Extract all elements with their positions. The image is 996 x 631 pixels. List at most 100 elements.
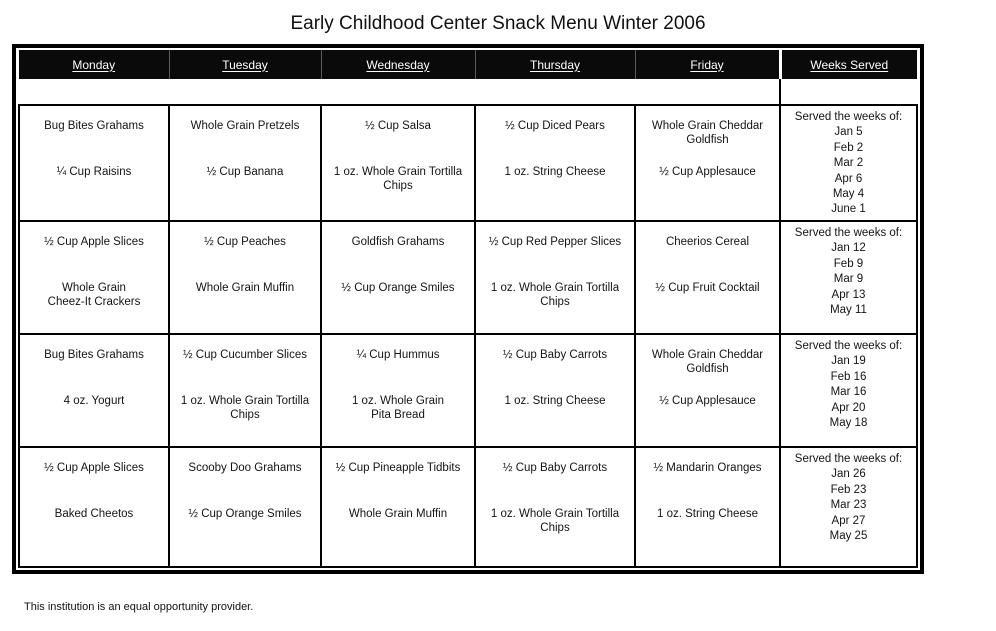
menu-cell-wednesday: ¼ Cup Hummus 1 oz. Whole Grain Pita Brea… (320, 333, 476, 448)
spacer-days (19, 79, 780, 106)
menu-cell-friday: Cheerios Cereal ½ Cup Fruit Cocktail (634, 220, 781, 335)
menu-item: ¼ Cup Raisins (56, 166, 132, 178)
week-date: Feb 9 (833, 257, 864, 270)
equal-opportunity-note: This institution is an equal opportunity… (24, 601, 254, 613)
menu-item: Whole Grain Muffin (348, 508, 448, 520)
column-header-tuesday: Tuesday (169, 50, 322, 79)
week-date: Apr 20 (831, 401, 866, 414)
menu-item: Scooby Doo Grahams (188, 462, 302, 474)
spacer-weeks (779, 79, 917, 106)
menu-item: 1 oz. Whole Grain Tortilla Chips (333, 166, 463, 192)
menu-cell-monday: Bug Bites Grahams ¼ Cup Raisins (18, 104, 170, 222)
menu-cell-thursday: ½ Cup Baby Carrots 1 oz. String Cheese (474, 333, 636, 448)
menu-row: Bug Bites Grahams 4 oz. Yogurt ½ Cup Cuc… (18, 333, 918, 448)
weeks-served-cell: Served the weeks of: Jan 26 Feb 23 Mar 2… (779, 446, 918, 568)
week-date: Mar 16 (830, 386, 867, 399)
menu-item: ½ Cup Apple Slices (44, 236, 144, 248)
menu-item: Goldfish Grahams (351, 236, 445, 248)
weeks-served-label: Served the weeks of: (794, 227, 903, 239)
weeks-served-label: Served the weeks of: (794, 340, 903, 352)
column-header-weeks-served: Weeks Served (778, 50, 917, 79)
menu-item: ½ Cup Applesauce (659, 166, 756, 178)
menu-item: 1 oz. Whole Grain Tortilla Chips (490, 282, 620, 308)
menu-cell-thursday: ½ Cup Red Pepper Slices 1 oz. Whole Grai… (474, 220, 636, 335)
week-date: Jan 12 (831, 242, 866, 255)
menu-item: ½ Cup Banana (206, 166, 284, 178)
menu-cell-friday: Whole Grain Cheddar Goldfish ½ Cup Apple… (634, 104, 781, 222)
menu-row: ½ Cup Apple Slices Baked Cheetos Scooby … (18, 446, 918, 568)
menu-cell-friday: ½ Mandarin Oranges 1 oz. String Cheese (634, 446, 781, 568)
week-date: Apr 6 (834, 172, 863, 185)
menu-item: Cheerios Cereal (665, 236, 750, 248)
menu-cell-thursday: ½ Cup Baby Carrots 1 oz. Whole Grain Tor… (474, 446, 636, 568)
menu-item: ½ Cup Baby Carrots (502, 462, 608, 474)
week-date: Mar 2 (833, 157, 864, 170)
week-date: Jan 5 (834, 126, 863, 139)
column-header-friday: Friday (635, 50, 781, 79)
menu-item: ¼ Cup Hummus (356, 349, 440, 361)
week-date: Jan 26 (831, 468, 866, 481)
weeks-served-label: Served the weeks of: (794, 453, 903, 465)
week-date: May 18 (829, 417, 868, 430)
weeks-served-cell: Served the weeks of: Jan 12 Feb 9 Mar 9 … (779, 220, 918, 335)
week-date: Feb 16 (830, 370, 867, 383)
menu-item: ½ Mandarin Oranges (653, 462, 762, 474)
menu-item: ½ Cup Apple Slices (44, 462, 144, 474)
menu-item: Whole Grain Pretzels (190, 120, 300, 132)
week-date: Feb 2 (833, 141, 864, 154)
spacer-row (19, 79, 917, 106)
menu-item: ½ Cup Applesauce (659, 395, 756, 407)
menu-cell-wednesday: ½ Cup Pineapple Tidbits Whole Grain Muff… (320, 446, 476, 568)
menu-row: ½ Cup Apple Slices Whole Grain Cheez-It … (18, 220, 918, 335)
menu-cell-monday: ½ Cup Apple Slices Baked Cheetos (18, 446, 170, 568)
menu-item: 1 oz. String Cheese (504, 395, 606, 407)
menu-item: 1 oz. String Cheese (504, 166, 606, 178)
menu-item: Baked Cheetos (54, 508, 134, 520)
weeks-served-cell: Served the weeks of: Jan 19 Feb 16 Mar 1… (779, 333, 918, 448)
week-date: Mar 9 (833, 273, 864, 286)
menu-item: Whole Grain Muffin (195, 282, 295, 294)
menu-item: Bug Bites Grahams (44, 349, 144, 361)
menu-cell-wednesday: Goldfish Grahams ½ Cup Orange Smiles (320, 220, 476, 335)
column-header-wednesday: Wednesday (321, 50, 476, 79)
week-date: May 25 (829, 530, 868, 543)
week-date: May 11 (830, 304, 867, 317)
column-header-monday: Monday (19, 50, 170, 79)
menu-item: ½ Cup Red Pepper Slices (488, 236, 622, 248)
menu-table-frame: Monday Tuesday Wednesday Thursday Friday… (12, 44, 924, 574)
menu-cell-monday: Bug Bites Grahams 4 oz. Yogurt (18, 333, 170, 448)
menu-item: 1 oz. String Cheese (656, 508, 758, 520)
week-date: June 1 (831, 203, 866, 216)
menu-item: 1 oz. Whole Grain Tortilla Chips (180, 395, 310, 421)
week-date: Apr 13 (831, 288, 866, 301)
page-title: Early Childhood Center Snack Menu Winter… (290, 13, 706, 34)
menu-item: ½ Cup Orange Smiles (188, 508, 302, 520)
week-date: Mar 23 (830, 499, 867, 512)
header-row: Monday Tuesday Wednesday Thursday Friday… (19, 50, 917, 79)
week-date: Apr 27 (831, 514, 866, 527)
menu-item: Whole Grain Cheddar Goldfish (651, 120, 764, 146)
menu-cell-friday: Whole Grain Cheddar Goldfish ½ Cup Apple… (634, 333, 781, 448)
menu-item: ½ Cup Fruit Cocktail (655, 282, 760, 294)
menu-cell-tuesday: Scooby Doo Grahams ½ Cup Orange Smiles (168, 446, 322, 568)
week-date: Jan 19 (831, 355, 866, 368)
week-date: Feb 23 (830, 483, 867, 496)
menu-item: ½ Cup Salsa (365, 120, 431, 132)
menu-item: ½ Cup Diced Pears (505, 120, 605, 132)
menu-item: ½ Cup Baby Carrots (502, 349, 608, 361)
week-date: May 4 (832, 188, 865, 201)
menu-cell-monday: ½ Cup Apple Slices Whole Grain Cheez-It … (18, 220, 170, 335)
menu-item: 4 oz. Yogurt (63, 395, 125, 407)
menu-item: ½ Cup Orange Smiles (341, 282, 455, 294)
weeks-served-cell: Served the weeks of: Jan 5 Feb 2 Mar 2 A… (779, 104, 918, 222)
menu-item: ½ Cup Cucumber Slices (183, 349, 307, 361)
menu-row: Bug Bites Grahams ¼ Cup Raisins Whole Gr… (18, 104, 918, 222)
menu-cell-tuesday: ½ Cup Peaches Whole Grain Muffin (168, 220, 322, 335)
menu-cell-tuesday: ½ Cup Cucumber Slices 1 oz. Whole Grain … (168, 333, 322, 448)
menu-cell-wednesday: ½ Cup Salsa 1 oz. Whole Grain Tortilla C… (320, 104, 476, 222)
weeks-served-label: Served the weeks of: (794, 111, 903, 123)
menu-item: ½ Cup Pineapple Tidbits (335, 462, 461, 474)
menu-item: Bug Bites Grahams (44, 120, 144, 132)
menu-item: Whole Grain Cheddar Goldfish (651, 349, 764, 375)
snack-menu-table: Monday Tuesday Wednesday Thursday Friday… (18, 50, 918, 568)
